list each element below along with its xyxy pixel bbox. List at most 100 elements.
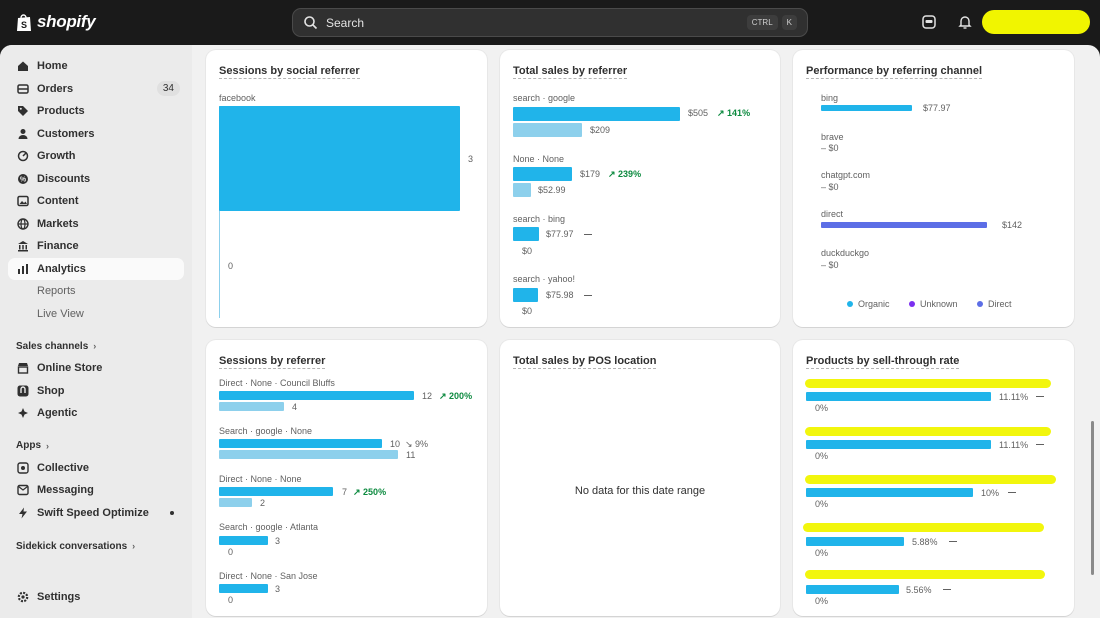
- sidebar-item-reports[interactable]: Reports: [8, 280, 184, 303]
- notification-bell-icon[interactable]: [957, 14, 973, 30]
- sales-channels-heading[interactable]: Sales channels ›: [8, 335, 184, 357]
- channel-value: – $0: [821, 143, 839, 153]
- current-bar[interactable]: [806, 392, 991, 401]
- agentic-icon: [18, 408, 28, 418]
- previous-value: 0%: [815, 451, 829, 461]
- sidebar-item-products[interactable]: Products: [8, 100, 184, 123]
- sidebar-item-label: Messaging: [37, 484, 94, 497]
- previous-value: 4: [292, 402, 298, 412]
- products-by-sell-through-rate-card: Products by sell-through rate 11.11% 0% …: [793, 340, 1074, 616]
- unread-dot: [170, 510, 174, 515]
- change-down: ↘ 9%: [405, 439, 429, 449]
- channel-bar[interactable]: [821, 105, 912, 111]
- legend-item-organic[interactable]: Organic: [847, 299, 890, 309]
- store-menu-button[interactable]: [982, 10, 1090, 34]
- sidebar-item-discounts[interactable]: % Discounts: [8, 168, 184, 191]
- current-value: $75.98: [546, 290, 574, 300]
- current-bar[interactable]: [513, 167, 572, 181]
- card-title[interactable]: Products by sell-through rate: [806, 355, 960, 369]
- current-bar[interactable]: [219, 439, 382, 448]
- change-up: ↗ 141%: [717, 108, 751, 118]
- collective-icon: [17, 461, 29, 474]
- current-value: 10%: [981, 488, 1000, 498]
- sidebar-item-online-store[interactable]: Online Store: [8, 357, 184, 380]
- current-bar[interactable]: [806, 488, 973, 497]
- current-bar[interactable]: [513, 107, 680, 121]
- current-value: 5.56%: [906, 585, 932, 595]
- gear-icon: [17, 591, 29, 603]
- sidebar-item-content[interactable]: Content: [8, 190, 184, 213]
- chevron-right-icon: ›: [93, 341, 97, 351]
- sidebar-item-collective[interactable]: Collective: [8, 457, 184, 480]
- sidebar-item-live-view[interactable]: Live View: [8, 303, 184, 326]
- card-title[interactable]: Performance by referring channel: [806, 65, 983, 79]
- redacted-product-name: [805, 379, 1051, 388]
- search-icon: [304, 16, 318, 30]
- previous-bar[interactable]: [513, 183, 531, 197]
- current-bar[interactable]: [513, 227, 539, 241]
- orders-count-badge: 34: [156, 81, 180, 97]
- current-value: 11.11%: [999, 392, 1029, 402]
- card-title[interactable]: Sessions by social referrer: [219, 65, 360, 79]
- current-value: $77.97: [546, 229, 574, 239]
- previous-bar[interactable]: [219, 402, 284, 411]
- sidebar-item-messaging[interactable]: Messaging: [8, 479, 184, 502]
- channel-bar[interactable]: [821, 222, 987, 228]
- change-up: ↗ 239%: [608, 169, 642, 179]
- previous-bar[interactable]: [219, 450, 398, 459]
- sidebar-item-home[interactable]: Home: [8, 55, 184, 78]
- sidekick-icon[interactable]: [921, 14, 937, 30]
- sidebar-item-agentic[interactable]: Agentic: [8, 402, 184, 425]
- current-bar[interactable]: [806, 585, 899, 594]
- swift-icon: [19, 507, 27, 518]
- redacted-product-name: [805, 427, 1051, 436]
- legend-item-direct[interactable]: Direct: [977, 299, 1012, 309]
- page-scrollbar[interactable]: [1091, 421, 1094, 575]
- chart-bar-facebook[interactable]: [219, 106, 460, 211]
- card-title[interactable]: Sessions by referrer: [219, 355, 326, 369]
- legend-swatch: [977, 301, 983, 307]
- current-bar[interactable]: [806, 537, 904, 546]
- current-bar[interactable]: [219, 584, 268, 593]
- referrer-label: Direct · None · None: [219, 474, 302, 484]
- change-value: 200%: [449, 391, 473, 401]
- sidebar-item-label: Online Store: [37, 362, 103, 375]
- change-value: 141%: [727, 108, 751, 118]
- card-title[interactable]: Total sales by POS location: [513, 355, 657, 369]
- no-change-dash: [1036, 396, 1044, 397]
- shopify-logo[interactable]: S shopify: [16, 12, 96, 32]
- sidebar-item-label: Settings: [37, 591, 81, 604]
- channel-label: bing: [821, 93, 839, 103]
- sessions-by-social-referrer-card: Sessions by social referrer facebook 3 0: [206, 50, 487, 327]
- current-bar[interactable]: [806, 440, 991, 449]
- current-bar[interactable]: [219, 536, 268, 545]
- no-change-dash: [949, 541, 957, 542]
- sidebar-item-label: Home: [37, 60, 68, 73]
- current-bar[interactable]: [513, 288, 538, 302]
- sidebar-item-markets[interactable]: Markets: [8, 213, 184, 236]
- legend-item-unknown[interactable]: Unknown: [909, 299, 958, 309]
- store-icon: [17, 363, 29, 374]
- orders-icon: [17, 83, 29, 94]
- sidekick-conversations-heading[interactable]: Sidekick conversations ›: [8, 535, 184, 557]
- previous-bar[interactable]: [513, 123, 582, 137]
- chart-icon: [18, 263, 28, 274]
- sidebar-item-shop[interactable]: Shop: [8, 380, 184, 403]
- content-icon: [17, 195, 29, 207]
- current-bar[interactable]: [219, 487, 333, 496]
- sidebar-item-finance[interactable]: Finance: [8, 235, 184, 258]
- sidebar-item-swift-speed-optimize[interactable]: Swift Speed Optimize: [8, 502, 184, 525]
- card-title[interactable]: Total sales by referrer: [513, 65, 628, 79]
- sidebar-item-settings[interactable]: Settings: [8, 586, 184, 609]
- previous-bar[interactable]: [219, 498, 252, 507]
- current-bar[interactable]: [219, 391, 414, 400]
- sidebar-item-customers[interactable]: Customers: [8, 123, 184, 146]
- current-value: 3: [275, 584, 281, 594]
- current-value: 3: [275, 536, 281, 546]
- search-bar[interactable]: Search CTRL K: [292, 8, 808, 37]
- sidebar-item-growth[interactable]: Growth: [8, 145, 184, 168]
- sidebar-item-analytics[interactable]: Analytics: [8, 257, 184, 280]
- sidebar-item-label: Discounts: [37, 172, 91, 185]
- apps-heading[interactable]: Apps ›: [8, 435, 184, 457]
- sidebar-item-orders[interactable]: Orders 34: [8, 78, 184, 101]
